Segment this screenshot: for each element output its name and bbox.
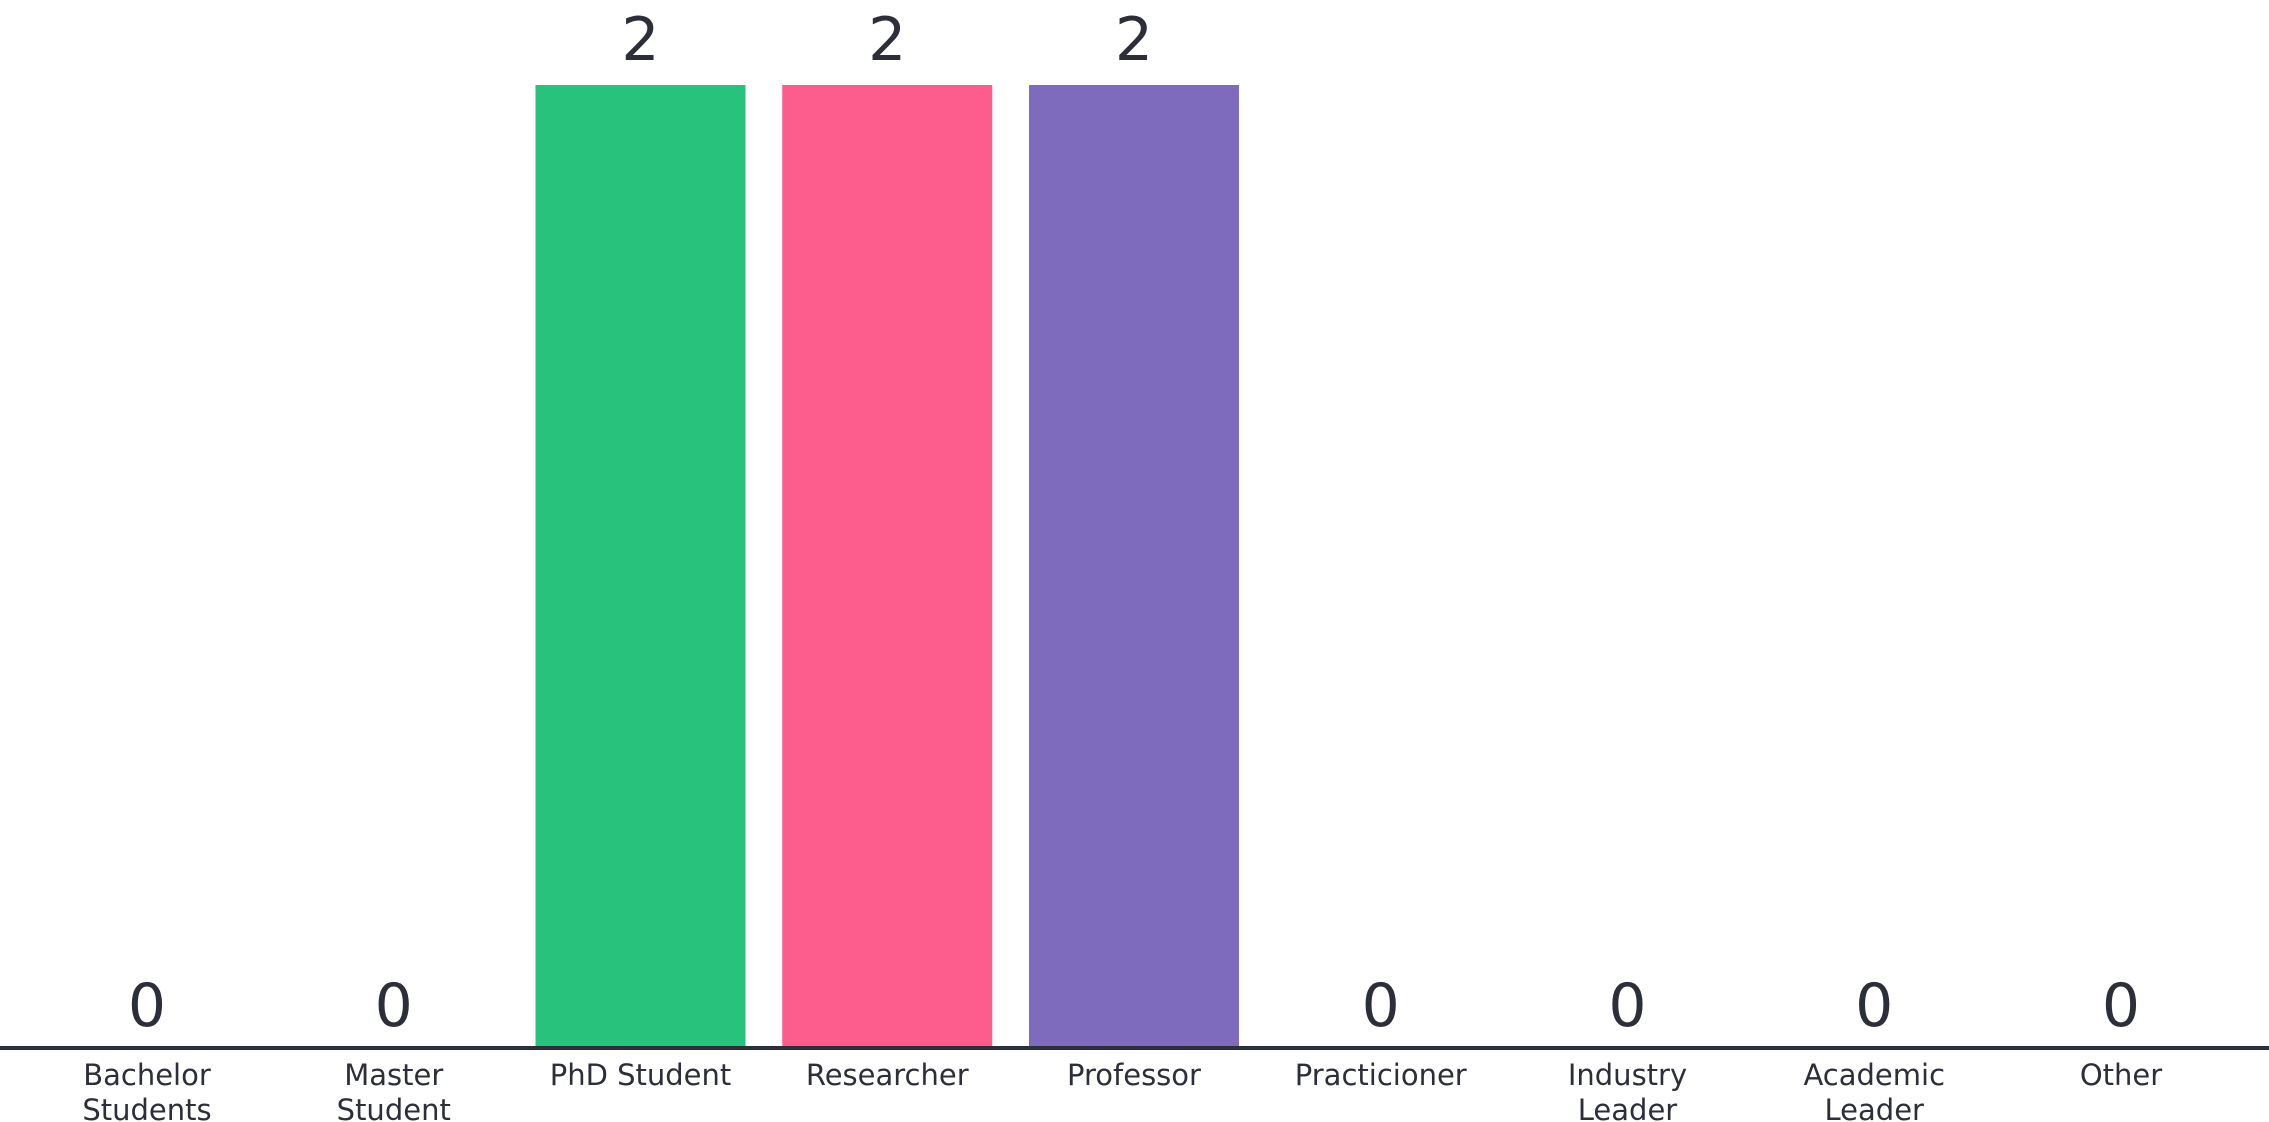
category-label-4: Professor — [1067, 1058, 1201, 1092]
value-label-2: 2 — [621, 5, 659, 75]
bar-4 — [1029, 85, 1239, 1048]
value-label-6: 0 — [1608, 971, 1646, 1041]
bars-group — [535, 85, 1239, 1048]
category-label-line-8-0: Other — [2080, 1058, 2162, 1092]
category-label-line-6-0: Industry — [1568, 1058, 1687, 1092]
category-label-line-1-0: Master — [344, 1058, 443, 1092]
value-label-4: 2 — [1115, 5, 1153, 75]
category-label-line-3-0: Researcher — [806, 1058, 969, 1092]
category-label-line-7-1: Leader — [1825, 1093, 1925, 1122]
category-label-5: Practicioner — [1295, 1058, 1467, 1092]
category-label-line-7-0: Academic — [1803, 1058, 1945, 1092]
value-label-7: 0 — [1855, 971, 1893, 1041]
value-labels-group: 0 0 2 2 2 0 0 0 0 — [128, 5, 2140, 1041]
value-label-0: 0 — [128, 971, 166, 1041]
bar-2 — [535, 85, 746, 1048]
value-label-1: 0 — [375, 971, 413, 1041]
category-label-line-0-0: Bachelor — [83, 1058, 211, 1092]
category-label-line-5-0: Practicioner — [1295, 1058, 1467, 1092]
category-label-line-2-0: PhD Student — [550, 1058, 732, 1092]
category-label-line-4-0: Professor — [1067, 1058, 1201, 1092]
category-label-line-0-1: Students — [82, 1093, 211, 1122]
value-label-3: 2 — [868, 5, 906, 75]
bar-3 — [782, 85, 993, 1048]
category-label-8: Other — [2080, 1058, 2162, 1092]
category-labels-group: Bachelor Students Master Student PhD Student… — [82, 1058, 2162, 1122]
value-label-5: 0 — [1362, 971, 1400, 1041]
category-label-0: Bachelor Students — [82, 1058, 211, 1122]
category-label-line-1-1: Student — [337, 1093, 451, 1122]
category-label-3: Researcher — [806, 1058, 969, 1092]
category-label-6: Industry Leader — [1568, 1058, 1687, 1122]
category-label-1: Master Student — [337, 1058, 451, 1122]
category-label-2: PhD Student — [550, 1058, 732, 1092]
category-label-7: Academic Leader — [1803, 1058, 1945, 1122]
category-label-line-6-1: Leader — [1578, 1093, 1678, 1122]
value-label-8: 0 — [2102, 971, 2140, 1041]
